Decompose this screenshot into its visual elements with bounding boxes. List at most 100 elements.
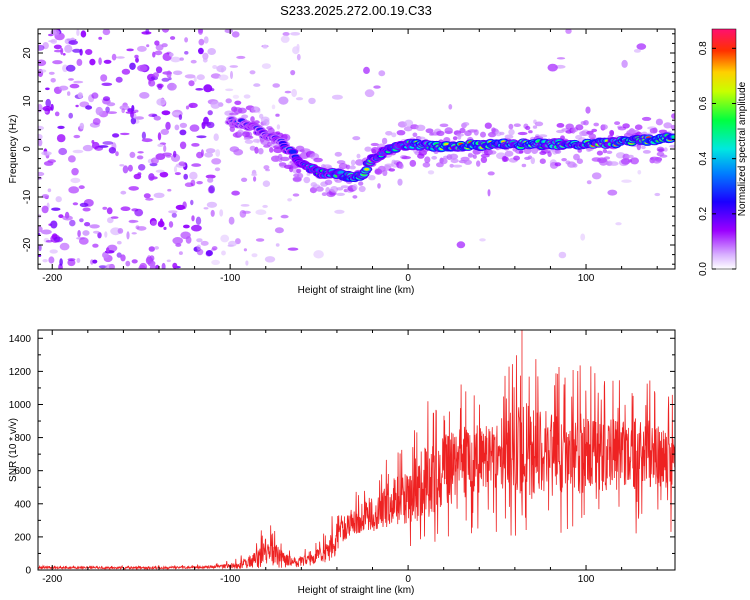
- spectrogram-halo-blob: [669, 144, 675, 148]
- spectrogram-halo-blob: [531, 147, 539, 155]
- spectrogram-noise-blob: [211, 259, 221, 265]
- spectrogram-noise-blob: [331, 94, 343, 100]
- spectrogram-noise-blob: [145, 197, 154, 201]
- spectrogram-noise-blob: [98, 36, 103, 40]
- spectrogram-noise-blob: [157, 143, 164, 147]
- spectrogram-halo-blob: [652, 127, 658, 134]
- spectrogram-noise-blob: [231, 190, 240, 196]
- spectrogram-noise-blob: [228, 216, 235, 225]
- spectrogram-noise-blob: [637, 170, 642, 175]
- spectrogram-noise-blob: [261, 63, 271, 69]
- spectrogram-noise-blob: [120, 132, 130, 136]
- spectrogram-halo-blob: [225, 98, 232, 104]
- spectrogram-noise-blob: [173, 70, 183, 76]
- spectrogram-halo-blob: [641, 145, 646, 150]
- spectrogram-halo-blob: [263, 119, 270, 126]
- spectrogram-ylabel: Frequency (Hz): [8, 115, 19, 184]
- spectrogram-halo-blob: [330, 186, 339, 193]
- spectrogram-halo-blob: [315, 186, 324, 192]
- spectrogram-noise-blob: [138, 164, 146, 171]
- spectrogram-halo-blob: [250, 106, 261, 113]
- spectrogram-noise-blob: [149, 176, 158, 180]
- spectrogram-noise-blob: [133, 173, 142, 180]
- spectrogram-noise-blob: [479, 238, 486, 242]
- spectrogram-noise-blob: [205, 174, 216, 179]
- spectrogram-noise-blob: [189, 171, 198, 180]
- spectrogram-noise-blob: [183, 173, 188, 180]
- spectrogram-halo-blob: [370, 142, 379, 147]
- spectrogram-noise-blob: [50, 220, 58, 229]
- spectrogram-noise-blob: [208, 185, 215, 194]
- spectrogram-noise-blob: [221, 250, 226, 256]
- spectrogram-noise-blob: [51, 207, 61, 211]
- spectrogram-halo-blob: [334, 151, 342, 157]
- spectrogram-noise-blob: [152, 72, 159, 78]
- spectrogram-noise-blob: [364, 89, 375, 98]
- spectrogram-noise-blob: [97, 232, 102, 239]
- spectrogram-halo-blob: [321, 192, 327, 197]
- spectrogram-noise-blob: [196, 74, 205, 81]
- spectrogram-noise-blob: [139, 92, 150, 99]
- spectrogram-noise-blob: [172, 237, 183, 245]
- spectrogram-noise-blob: [157, 220, 165, 228]
- spectrogram-noise-blob: [558, 251, 567, 259]
- spectrogram-noise-blob: [152, 51, 156, 58]
- spectrogram-noise-blob: [58, 147, 68, 156]
- spectrogram-halo-blob: [513, 155, 520, 161]
- spectrogram-halo-blob: [449, 163, 454, 168]
- spectrogram-noise-blob: [183, 224, 190, 229]
- spectrogram-noise-blob: [54, 111, 60, 117]
- spectrogram-noise-blob: [280, 214, 289, 219]
- spectrogram-halo-blob: [572, 163, 578, 168]
- spectrogram-noise-blob: [243, 248, 247, 252]
- spectrogram-noise-blob: [60, 47, 64, 55]
- spectrogram-noise-blob: [487, 171, 495, 176]
- spectrogram-noise-blob: [41, 205, 49, 214]
- spectrogram-halo-blob: [254, 146, 259, 154]
- spectrogram-noise-blob: [633, 49, 641, 53]
- spectrogram-noise-blob: [487, 189, 491, 197]
- spectrogram-noise-blob: [65, 64, 76, 72]
- spectrogram-noise-blob: [127, 164, 133, 172]
- spectrogram-noise-blob: [210, 88, 215, 92]
- spectrogram-noise-blob: [134, 116, 144, 120]
- spectrogram-noise-blob: [363, 66, 370, 74]
- x-tick-label: 0: [405, 273, 411, 284]
- spectrogram-halo-blob: [356, 153, 361, 159]
- spectrogram-noise-blob: [105, 106, 110, 113]
- spectrogram-noise-blob: [166, 70, 172, 79]
- spectrogram-halo-blob: [499, 131, 505, 136]
- spectrogram-halo-blob: [663, 122, 672, 129]
- y-tick-label: 400: [14, 499, 31, 510]
- spectrogram-halo-blob: [436, 130, 445, 136]
- spectrogram-noise-blob: [255, 238, 265, 242]
- spectrogram-noise-blob: [145, 29, 150, 35]
- spectrogram-noise-blob: [219, 209, 224, 217]
- spectrogram-noise-blob: [92, 118, 101, 125]
- spectrogram-noise-blob: [79, 202, 89, 208]
- spectrogram-noise-blob: [236, 55, 246, 59]
- spectrogram-noise-blob: [45, 98, 51, 108]
- spectrogram-noise-blob: [135, 225, 140, 230]
- spectrogram-halo-blob: [476, 160, 481, 167]
- spectrogram-halo-blob: [593, 122, 599, 127]
- spectrogram-noise-blob: [397, 178, 403, 186]
- spectrogram-noise-blob: [191, 224, 202, 232]
- x-tick-label: -200: [42, 273, 62, 284]
- spectrogram-halo-blob: [527, 155, 533, 160]
- spectrogram-halo-blob: [591, 128, 598, 133]
- spectrogram-noise-blob: [352, 136, 361, 141]
- spectrogram-noise-blob: [278, 96, 289, 105]
- spectrogram-halo-blob: [556, 123, 565, 128]
- spectrogram-noise-blob: [82, 144, 93, 152]
- spectrogram-noise-blob: [157, 132, 162, 141]
- spectrogram-noise-blob: [38, 138, 43, 147]
- spectrogram-noise-blob: [77, 92, 83, 99]
- spectrogram-noise-blob: [62, 64, 69, 73]
- y-tick-label: 1200: [9, 367, 32, 378]
- spectrogram-halo-blob: [487, 150, 497, 155]
- spectrogram-noise-blob: [232, 94, 240, 99]
- spectrogram-halo-blob: [534, 121, 544, 127]
- spectrogram-noise-blob: [133, 109, 139, 113]
- spectrogram-noise-blob: [91, 92, 99, 99]
